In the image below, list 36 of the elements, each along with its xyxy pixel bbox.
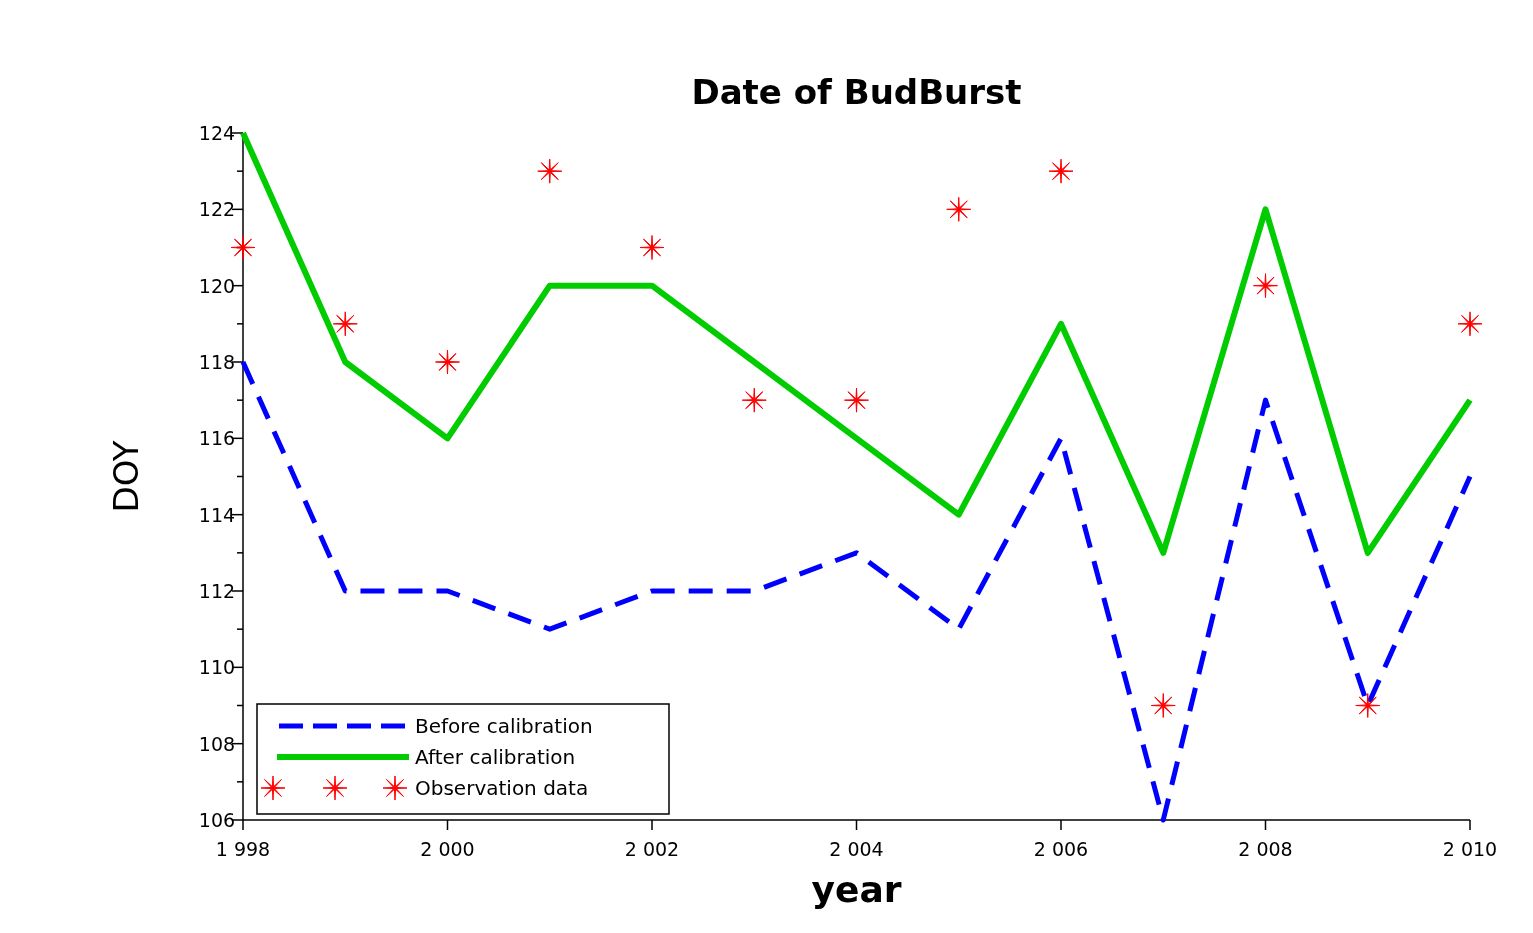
y-tick-label: 116 xyxy=(198,427,236,450)
point xyxy=(435,349,460,375)
y-tick-label: 124 xyxy=(198,122,236,144)
point xyxy=(844,387,869,413)
y-tick-label: 108 xyxy=(198,732,236,755)
point xyxy=(1457,311,1483,337)
x-tick-label: 2 006 xyxy=(1033,838,1089,860)
x-tick-label: 2 000 xyxy=(420,838,475,860)
x-axis-title: year xyxy=(811,869,902,910)
x-tick-label: 2 010 xyxy=(1442,838,1498,860)
point xyxy=(332,311,358,337)
y-tick-label: 112 xyxy=(198,580,236,602)
chart-title: Date of BudBurst xyxy=(691,72,1022,112)
legend-label: Observation data xyxy=(415,776,589,800)
y-tick-label: 114 xyxy=(198,503,236,526)
x-tick-label: 1 998 xyxy=(215,838,271,860)
point xyxy=(537,158,563,184)
point xyxy=(1150,693,1176,718)
point xyxy=(1355,693,1381,718)
legend-label: Before calibration xyxy=(415,714,593,738)
y-axis-title: DOY xyxy=(106,440,146,513)
point xyxy=(230,235,256,260)
point xyxy=(1048,158,1074,184)
point xyxy=(946,196,972,222)
legend-label: After calibration xyxy=(415,745,576,769)
y-tick-label: 118 xyxy=(198,351,236,373)
y-tick-label: 110 xyxy=(198,656,236,679)
y-tick-label: 120 xyxy=(198,274,236,297)
point xyxy=(639,235,665,260)
y-tick-label: 106 xyxy=(198,809,236,831)
x-tick-label: 2 008 xyxy=(1238,838,1293,860)
x-tick-label: 2 002 xyxy=(624,838,680,860)
y-tick-label: 122 xyxy=(198,198,236,221)
point xyxy=(741,387,767,413)
x-tick-label: 2 004 xyxy=(829,838,884,860)
point xyxy=(1253,273,1278,299)
